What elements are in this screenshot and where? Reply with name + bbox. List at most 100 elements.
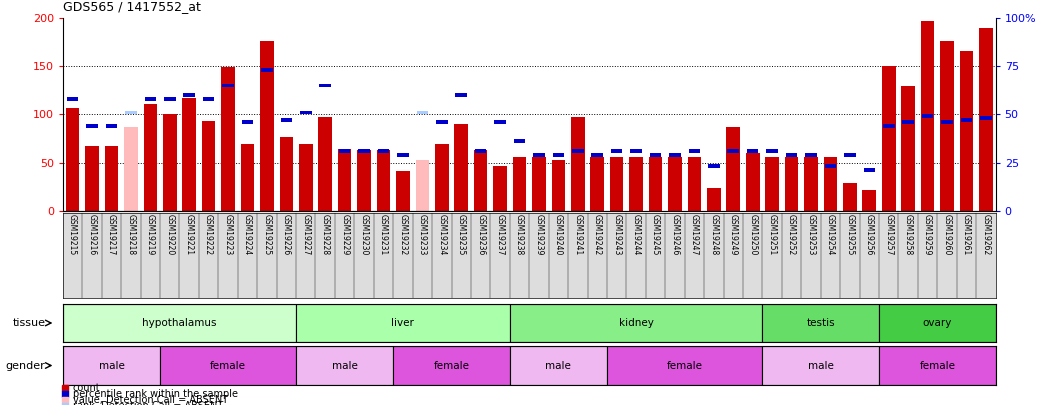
Bar xyxy=(514,139,525,143)
Bar xyxy=(687,157,701,211)
Bar xyxy=(571,117,585,211)
Text: GDS565 / 1417552_at: GDS565 / 1417552_at xyxy=(63,0,201,13)
Text: male: male xyxy=(545,360,571,371)
Bar xyxy=(864,168,875,172)
Text: GSM19255: GSM19255 xyxy=(846,214,854,256)
Bar xyxy=(396,171,410,211)
Bar xyxy=(902,120,914,124)
Text: female: female xyxy=(667,360,703,371)
Bar xyxy=(162,115,176,211)
Bar xyxy=(805,153,816,157)
Bar xyxy=(280,138,293,211)
Text: GSM19259: GSM19259 xyxy=(923,214,932,256)
Text: GSM19247: GSM19247 xyxy=(690,214,699,256)
Text: GSM19257: GSM19257 xyxy=(885,214,893,256)
Bar xyxy=(611,149,623,153)
Bar xyxy=(296,304,509,342)
Bar xyxy=(376,150,390,211)
Text: GSM19236: GSM19236 xyxy=(476,214,485,256)
Text: GSM19261: GSM19261 xyxy=(962,214,970,256)
Text: GSM19225: GSM19225 xyxy=(262,214,271,256)
Bar xyxy=(63,304,296,342)
Bar xyxy=(260,41,274,211)
Bar xyxy=(393,346,509,385)
Text: GSM19217: GSM19217 xyxy=(107,214,116,256)
Bar xyxy=(882,66,896,211)
Bar xyxy=(980,116,991,120)
Bar xyxy=(145,97,156,101)
Bar xyxy=(494,166,507,211)
Bar xyxy=(320,84,331,87)
Bar xyxy=(357,150,371,211)
Bar xyxy=(591,153,603,157)
Bar xyxy=(766,149,778,153)
Bar xyxy=(762,346,879,385)
Bar xyxy=(183,93,195,97)
Bar xyxy=(416,160,430,211)
Bar xyxy=(241,144,255,211)
Bar xyxy=(509,346,607,385)
Bar xyxy=(221,67,235,211)
Bar xyxy=(883,124,895,128)
Bar xyxy=(417,111,429,115)
Text: GSM19218: GSM19218 xyxy=(127,214,135,256)
Text: GSM19220: GSM19220 xyxy=(166,214,174,256)
Text: GSM19229: GSM19229 xyxy=(341,214,349,256)
Text: GSM19248: GSM19248 xyxy=(709,214,718,256)
Text: GSM19241: GSM19241 xyxy=(573,214,583,256)
Bar xyxy=(940,41,954,211)
Text: tissue: tissue xyxy=(13,318,45,328)
Bar xyxy=(941,120,953,124)
Text: GSM19242: GSM19242 xyxy=(593,214,602,256)
Text: GSM19222: GSM19222 xyxy=(204,214,213,256)
Bar xyxy=(708,164,720,168)
Text: percentile rank within the sample: percentile rank within the sample xyxy=(72,389,238,399)
Bar xyxy=(765,157,779,211)
Bar xyxy=(509,304,762,342)
Bar xyxy=(552,153,564,157)
Bar xyxy=(203,97,215,101)
Text: GSM19253: GSM19253 xyxy=(807,214,815,256)
Bar xyxy=(261,68,272,72)
Text: ovary: ovary xyxy=(922,318,952,328)
Bar xyxy=(879,304,996,342)
Bar xyxy=(726,127,740,211)
Bar xyxy=(607,346,762,385)
Bar xyxy=(762,304,879,342)
Bar xyxy=(125,111,136,115)
Bar xyxy=(669,157,682,211)
Text: GSM19252: GSM19252 xyxy=(787,214,796,256)
Text: rank, Detection Call = ABSENT: rank, Detection Call = ABSENT xyxy=(72,401,223,405)
Bar xyxy=(689,149,700,153)
Bar xyxy=(707,188,721,211)
Text: GSM19246: GSM19246 xyxy=(671,214,679,256)
Text: GSM19231: GSM19231 xyxy=(379,214,388,256)
Bar xyxy=(160,346,296,385)
Bar xyxy=(124,127,137,211)
Bar xyxy=(532,157,546,211)
Text: GSM19221: GSM19221 xyxy=(184,214,194,256)
Text: GSM19244: GSM19244 xyxy=(632,214,640,256)
Text: GSM19226: GSM19226 xyxy=(282,214,291,256)
Bar xyxy=(337,149,351,211)
Bar xyxy=(844,153,855,157)
Bar xyxy=(922,115,934,118)
Bar xyxy=(533,153,545,157)
Text: GSM19223: GSM19223 xyxy=(223,214,233,256)
Bar xyxy=(610,157,624,211)
Bar xyxy=(435,144,449,211)
Text: male: male xyxy=(332,360,357,371)
Text: GSM19227: GSM19227 xyxy=(301,214,310,256)
Bar xyxy=(296,346,393,385)
Text: male: male xyxy=(99,360,125,371)
Bar xyxy=(590,157,604,211)
Text: GSM19249: GSM19249 xyxy=(728,214,738,256)
Bar xyxy=(727,149,739,153)
Bar xyxy=(863,190,876,211)
Bar xyxy=(144,104,157,211)
Bar xyxy=(300,111,311,115)
Bar xyxy=(202,121,216,211)
Text: count: count xyxy=(72,383,101,393)
Bar xyxy=(66,108,80,211)
Text: GSM19243: GSM19243 xyxy=(612,214,621,256)
